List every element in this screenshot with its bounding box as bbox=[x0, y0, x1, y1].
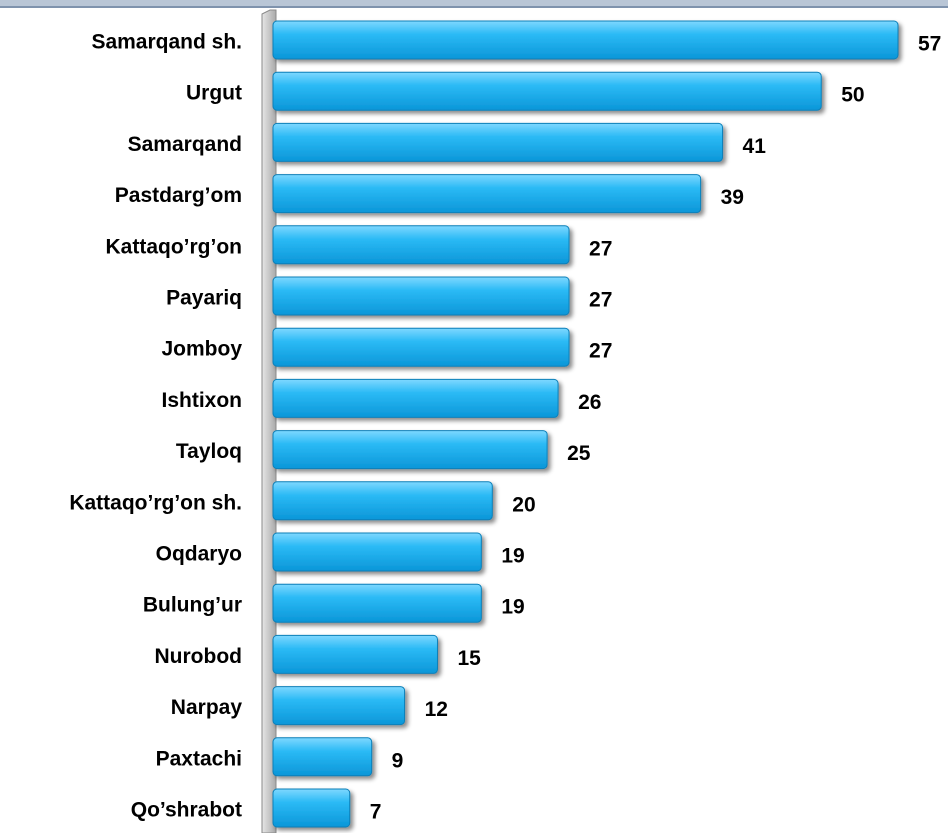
value-label: 39 bbox=[721, 186, 744, 209]
value-label: 9 bbox=[392, 749, 404, 772]
category-label: Ishtixon bbox=[161, 389, 242, 412]
bar bbox=[272, 481, 493, 521]
category-label: Oqdaryo bbox=[156, 543, 242, 566]
category-label: Samarqand bbox=[128, 133, 242, 156]
bar bbox=[272, 174, 702, 214]
axis-wall bbox=[261, 9, 277, 833]
value-label: 15 bbox=[457, 647, 481, 670]
value-label: 19 bbox=[501, 596, 524, 619]
category-label: Urgut bbox=[186, 82, 242, 105]
value-label: 50 bbox=[841, 84, 864, 107]
category-label: Nurobod bbox=[155, 645, 242, 668]
category-label: Kattaqo’rg’on bbox=[106, 235, 243, 258]
category-label: Jomboy bbox=[161, 338, 242, 361]
value-label: 12 bbox=[425, 698, 448, 721]
bar bbox=[272, 532, 482, 572]
category-label: Payariq bbox=[166, 287, 242, 310]
bar bbox=[272, 430, 548, 470]
bar bbox=[272, 71, 822, 111]
bar bbox=[272, 737, 373, 777]
category-label: Narpay bbox=[171, 696, 243, 719]
category-label: Kattaqo’rg’on sh. bbox=[69, 491, 242, 514]
value-label: 41 bbox=[743, 135, 767, 158]
bar bbox=[272, 276, 570, 316]
category-label: Pastdarg’om bbox=[115, 184, 242, 207]
bar bbox=[272, 378, 559, 418]
category-label: Samarqand sh. bbox=[91, 31, 242, 54]
bar bbox=[272, 634, 438, 674]
top-frame bbox=[0, 0, 948, 6]
bar bbox=[272, 788, 351, 828]
value-label: 27 bbox=[589, 340, 612, 363]
value-label: 20 bbox=[512, 493, 535, 516]
category-label: Tayloq bbox=[176, 440, 242, 463]
bar bbox=[272, 327, 570, 367]
category-label: Bulung’ur bbox=[143, 594, 242, 617]
bar bbox=[272, 686, 406, 726]
value-label: 26 bbox=[578, 391, 601, 414]
value-label: 25 bbox=[567, 442, 591, 465]
value-label: 19 bbox=[501, 545, 524, 568]
value-label: 7 bbox=[370, 801, 382, 824]
value-label: 27 bbox=[589, 289, 612, 312]
bar bbox=[272, 20, 899, 60]
value-label: 27 bbox=[589, 237, 612, 260]
category-label: Qo’shrabot bbox=[131, 799, 242, 822]
bar bbox=[272, 225, 570, 265]
bar bbox=[272, 583, 482, 623]
value-label: 57 bbox=[918, 33, 941, 56]
category-label: Paxtachi bbox=[156, 747, 242, 770]
bar bbox=[272, 122, 724, 162]
